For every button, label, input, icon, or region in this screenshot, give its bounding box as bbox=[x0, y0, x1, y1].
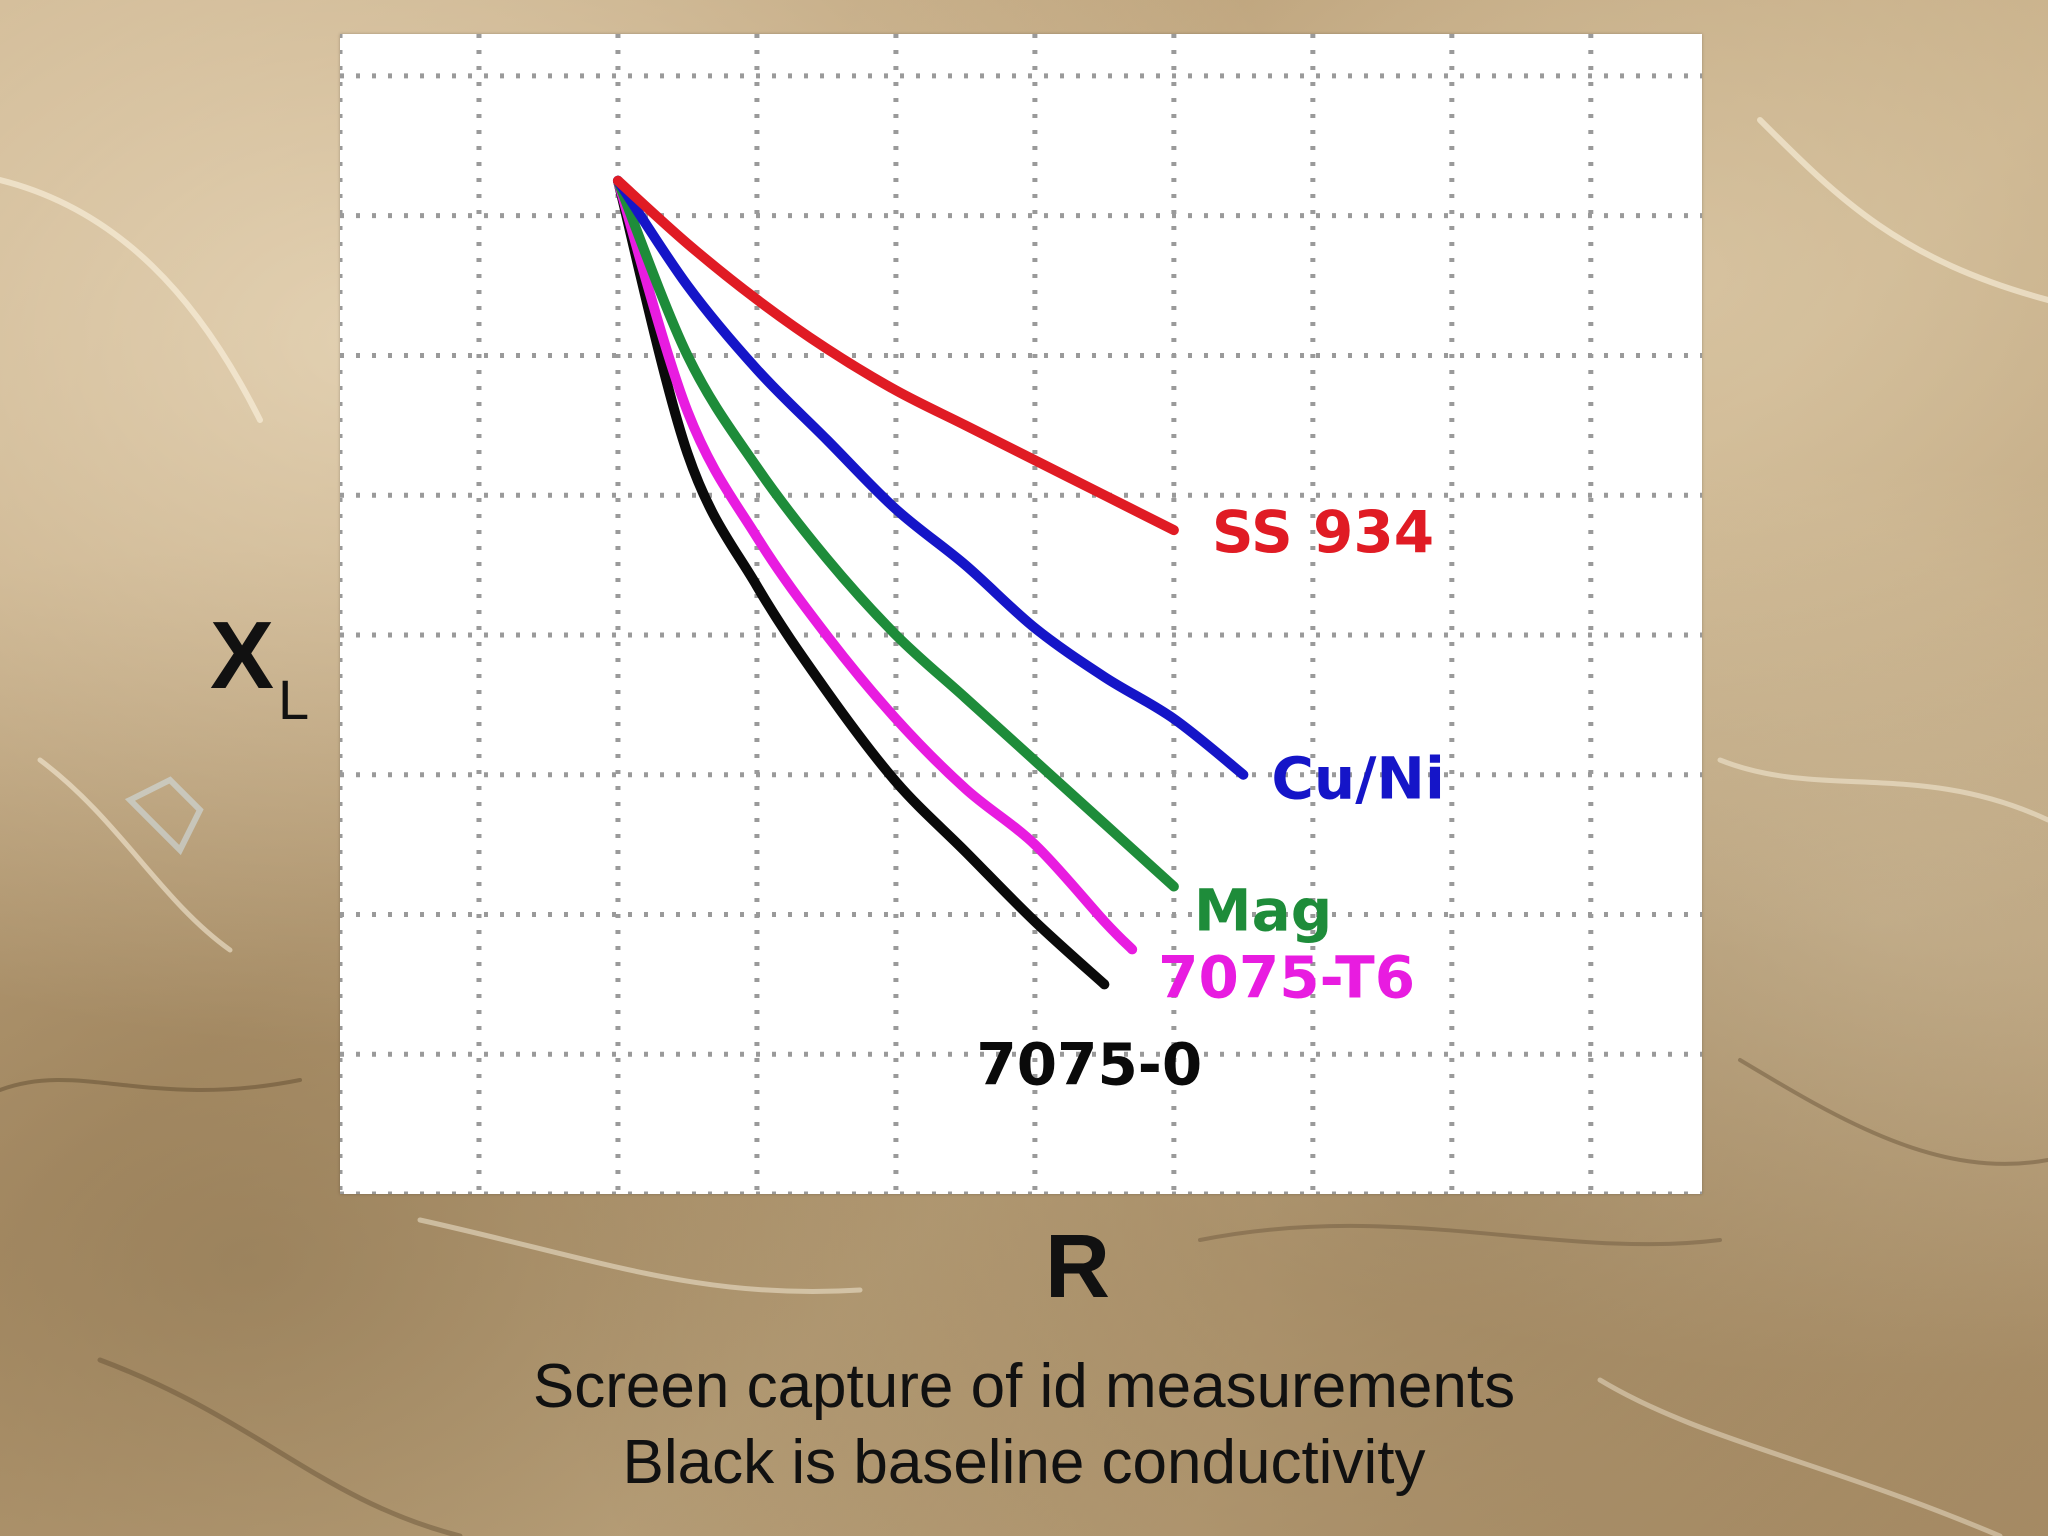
series-label-mag: Mag bbox=[1194, 877, 1332, 945]
series-layer bbox=[612, 175, 1249, 990]
series-line-cu-ni bbox=[612, 175, 1249, 780]
series-line-ss-934 bbox=[612, 175, 1179, 536]
series-line-7075-t6 bbox=[612, 175, 1138, 955]
y-axis-title: X bbox=[210, 602, 275, 709]
x-axis-title: R bbox=[1045, 1217, 1110, 1317]
series-line-mag bbox=[612, 175, 1179, 892]
plot-panel: SS 934 Cu/Ni Mag 7075-T6 7075-0 bbox=[340, 34, 1702, 1194]
caption-line-1: Screen capture of id measurements bbox=[532, 1352, 1516, 1421]
series-line-7075-0 bbox=[612, 175, 1110, 990]
series-label-7075-0: 7075-0 bbox=[976, 1030, 1202, 1098]
series-label-7075-t6: 7075-T6 bbox=[1158, 943, 1415, 1011]
grid-layer bbox=[340, 34, 1702, 1194]
caption-line-2: Black is baseline conductivity bbox=[622, 1428, 1426, 1497]
y-axis-subscript: L bbox=[278, 668, 310, 731]
series-label-ss-934: SS 934 bbox=[1212, 498, 1434, 566]
series-label-cu-ni: Cu/Ni bbox=[1271, 745, 1444, 813]
